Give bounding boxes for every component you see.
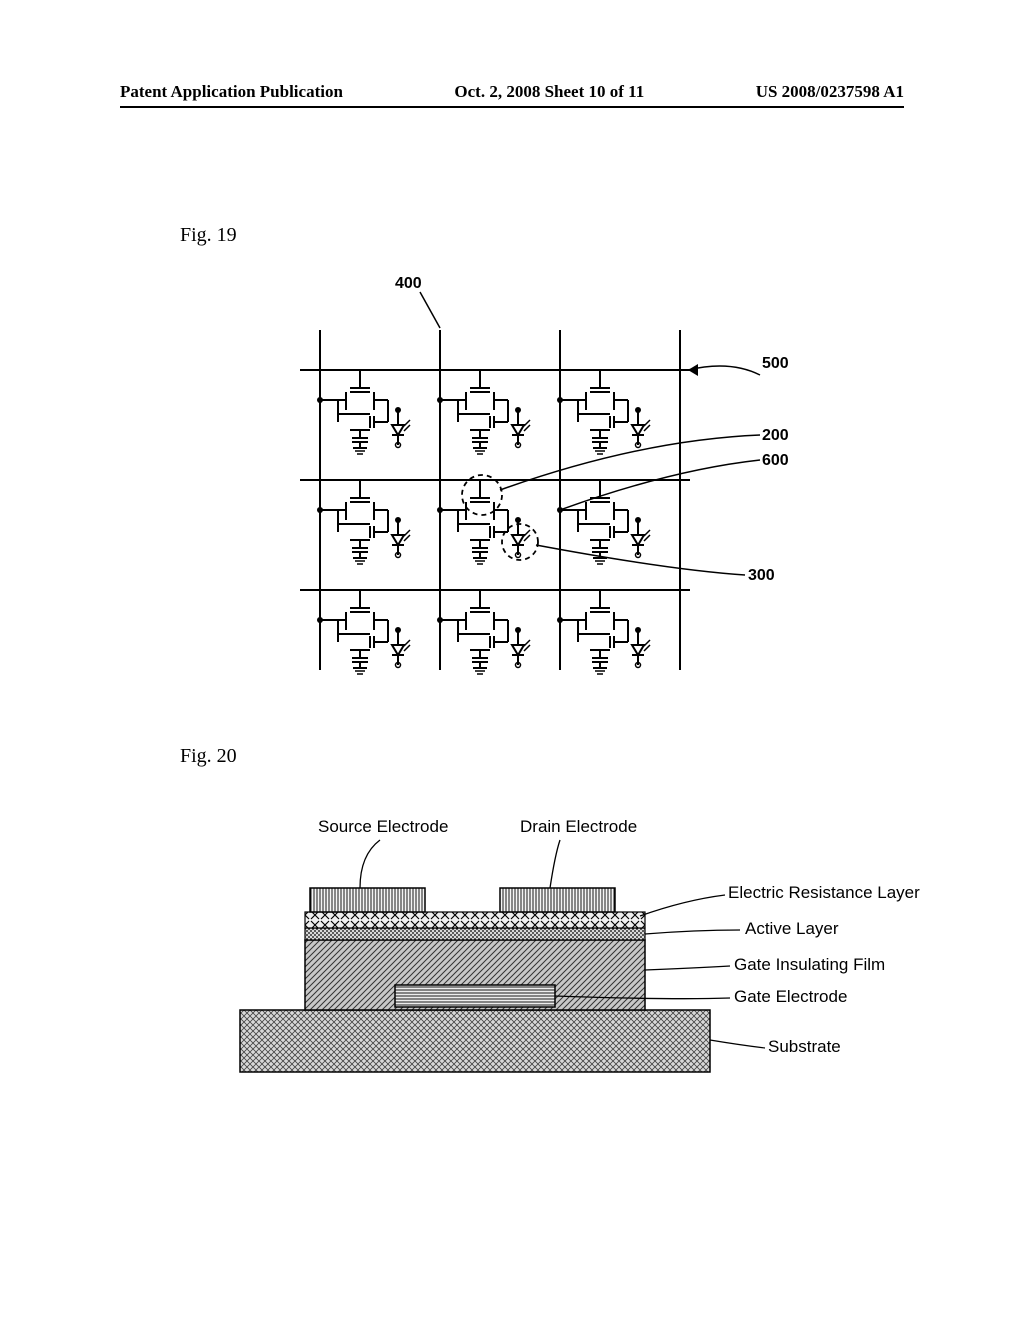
label-resistance: Electric Resistance Layer	[728, 883, 920, 902]
substrate-layer	[240, 1010, 710, 1072]
page-header: Patent Application Publication Oct. 2, 2…	[120, 82, 904, 102]
fig20-cross-section: Source Electrode Drain Electrode Electri…	[220, 800, 900, 1100]
drain-electrode-layer	[500, 888, 615, 912]
header-left: Patent Application Publication	[120, 82, 343, 102]
active-layer	[305, 928, 645, 940]
source-electrode-layer	[310, 888, 425, 912]
header-right: US 2008/0237598 A1	[756, 82, 904, 102]
label-source: Source Electrode	[318, 817, 448, 836]
resistance-layer	[305, 912, 645, 928]
label-drain: Drain Electrode	[520, 817, 637, 836]
callout-500: 500	[762, 355, 789, 372]
callout-400: 400	[395, 275, 422, 292]
fig20-label: Fig. 20	[180, 745, 237, 768]
fig19-label: Fig. 19	[180, 224, 237, 247]
page: Patent Application Publication Oct. 2, 2…	[0, 0, 1024, 1320]
fig19-circuit-diagram: 400 500 200 600 300	[290, 320, 710, 700]
label-substrate: Substrate	[768, 1037, 841, 1056]
label-active: Active Layer	[745, 919, 839, 938]
header-rule	[120, 106, 904, 108]
callout-600: 600	[762, 452, 789, 469]
label-insulating: Gate Insulating Film	[734, 955, 885, 974]
callout-300: 300	[748, 567, 775, 584]
label-gate: Gate Electrode	[734, 987, 847, 1006]
gate-electrode-layer	[395, 985, 555, 1007]
callout-200: 200	[762, 427, 789, 444]
header-center: Oct. 2, 2008 Sheet 10 of 11	[454, 82, 644, 102]
